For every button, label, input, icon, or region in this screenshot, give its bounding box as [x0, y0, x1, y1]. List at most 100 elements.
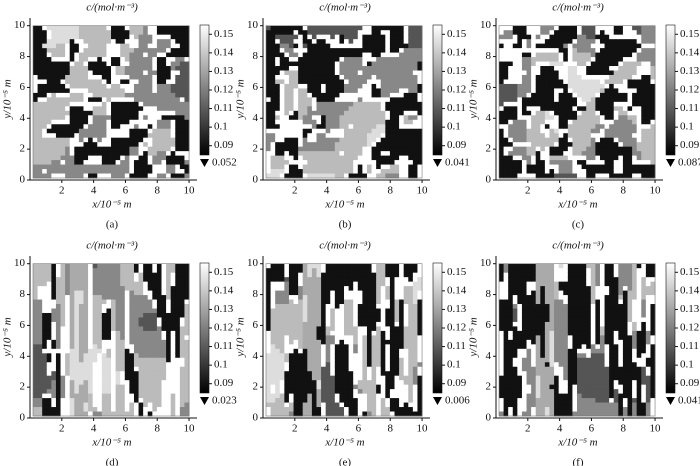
- field-cell: [129, 317, 135, 323]
- field-cell: [179, 52, 185, 58]
- field-cell: [161, 335, 167, 341]
- field-cell: [586, 34, 592, 40]
- field-cell: [37, 97, 43, 103]
- field-cell: [362, 133, 368, 139]
- field-cell: [311, 79, 317, 85]
- field-cell: [371, 39, 377, 45]
- field-cell: [133, 79, 139, 85]
- field-cell: [399, 119, 405, 125]
- field-cell: [275, 335, 281, 341]
- field-cell: [184, 411, 190, 417]
- field-cell: [74, 43, 80, 49]
- field-cell: [622, 74, 628, 80]
- field-cell: [33, 357, 38, 363]
- field-cell: [124, 34, 130, 40]
- field-cell: [179, 371, 185, 377]
- field-cell: [120, 353, 126, 359]
- field-cell: [284, 312, 290, 318]
- field-cell: [508, 160, 514, 165]
- field-cell: [288, 142, 294, 148]
- field-cell: [549, 52, 555, 58]
- field-cell: [362, 169, 368, 174]
- field-cell: [143, 321, 149, 327]
- field-cell: [385, 160, 391, 165]
- field-cell: [503, 124, 509, 130]
- field-cell: [348, 164, 354, 170]
- field-cell: [288, 164, 294, 170]
- field-cell: [385, 30, 391, 36]
- field-cell: [55, 357, 61, 363]
- field-cell: [270, 137, 276, 143]
- field-cell: [521, 66, 527, 71]
- field-cell: [33, 66, 38, 71]
- field-cell: [641, 137, 647, 143]
- field-cell: [88, 371, 94, 377]
- field-cell: [120, 101, 126, 107]
- field-cell: [69, 353, 75, 359]
- field-cell: [298, 115, 304, 121]
- field-cell: [586, 137, 592, 143]
- field-cell: [184, 389, 190, 395]
- field-cell: [156, 389, 162, 395]
- field-cell: [46, 101, 52, 107]
- field-cell: [577, 52, 583, 58]
- field-cell: [60, 61, 66, 67]
- field-cell: [51, 357, 57, 363]
- field-cell: [517, 39, 523, 45]
- field-cell: [380, 115, 386, 121]
- field-cell: [321, 83, 327, 89]
- field-cell: [604, 74, 610, 80]
- field-cell: [595, 30, 601, 36]
- field-cell: [632, 88, 638, 94]
- field-cell: [535, 128, 541, 134]
- field-cell: [567, 25, 573, 31]
- field-cell: [581, 30, 587, 36]
- field-cell: [535, 25, 541, 31]
- field-cell: [97, 344, 103, 350]
- field-cell: [97, 151, 103, 157]
- field-cell: [124, 357, 130, 363]
- field-cell: [567, 79, 573, 85]
- field-cell: [37, 384, 43, 390]
- field-cell: [618, 124, 624, 130]
- field-cell: [83, 380, 89, 386]
- field-cell: [166, 173, 172, 179]
- field-cell: [590, 25, 596, 31]
- field-cell: [535, 106, 541, 112]
- field-cell: [120, 61, 126, 67]
- field-cell: [627, 83, 633, 89]
- field-cell: [279, 308, 285, 314]
- field-cell: [512, 160, 518, 165]
- field-cell: [371, 142, 377, 148]
- field-cell: [83, 43, 89, 49]
- field-cell: [376, 151, 382, 157]
- field-cell: [55, 371, 61, 377]
- field-cell: [604, 52, 610, 58]
- field-cell: [78, 312, 84, 318]
- field-cell: [554, 92, 560, 98]
- field-cell: [147, 124, 153, 130]
- field-cell: [544, 169, 550, 174]
- field-cell: [120, 281, 126, 287]
- field-cell: [78, 30, 84, 36]
- field-cell: [175, 124, 181, 130]
- field-cell: [65, 52, 71, 58]
- field-cell: [567, 115, 573, 121]
- field-cell: [586, 70, 592, 76]
- field-cell: [279, 277, 285, 283]
- field-cell: [46, 380, 52, 386]
- field-cell: [83, 339, 89, 345]
- field-cell: [55, 335, 61, 341]
- field-cell: [78, 101, 84, 107]
- field-cell: [156, 142, 162, 148]
- field-cell: [279, 407, 285, 412]
- field-cell: [558, 155, 564, 161]
- field-cell: [586, 160, 592, 165]
- field-cell: [111, 366, 117, 372]
- field-cell: [143, 25, 149, 31]
- field-cell: [266, 393, 271, 399]
- field-cell: [120, 326, 126, 332]
- field-cell: [170, 402, 176, 408]
- field-cell: [394, 164, 400, 170]
- field-cell: [339, 173, 345, 179]
